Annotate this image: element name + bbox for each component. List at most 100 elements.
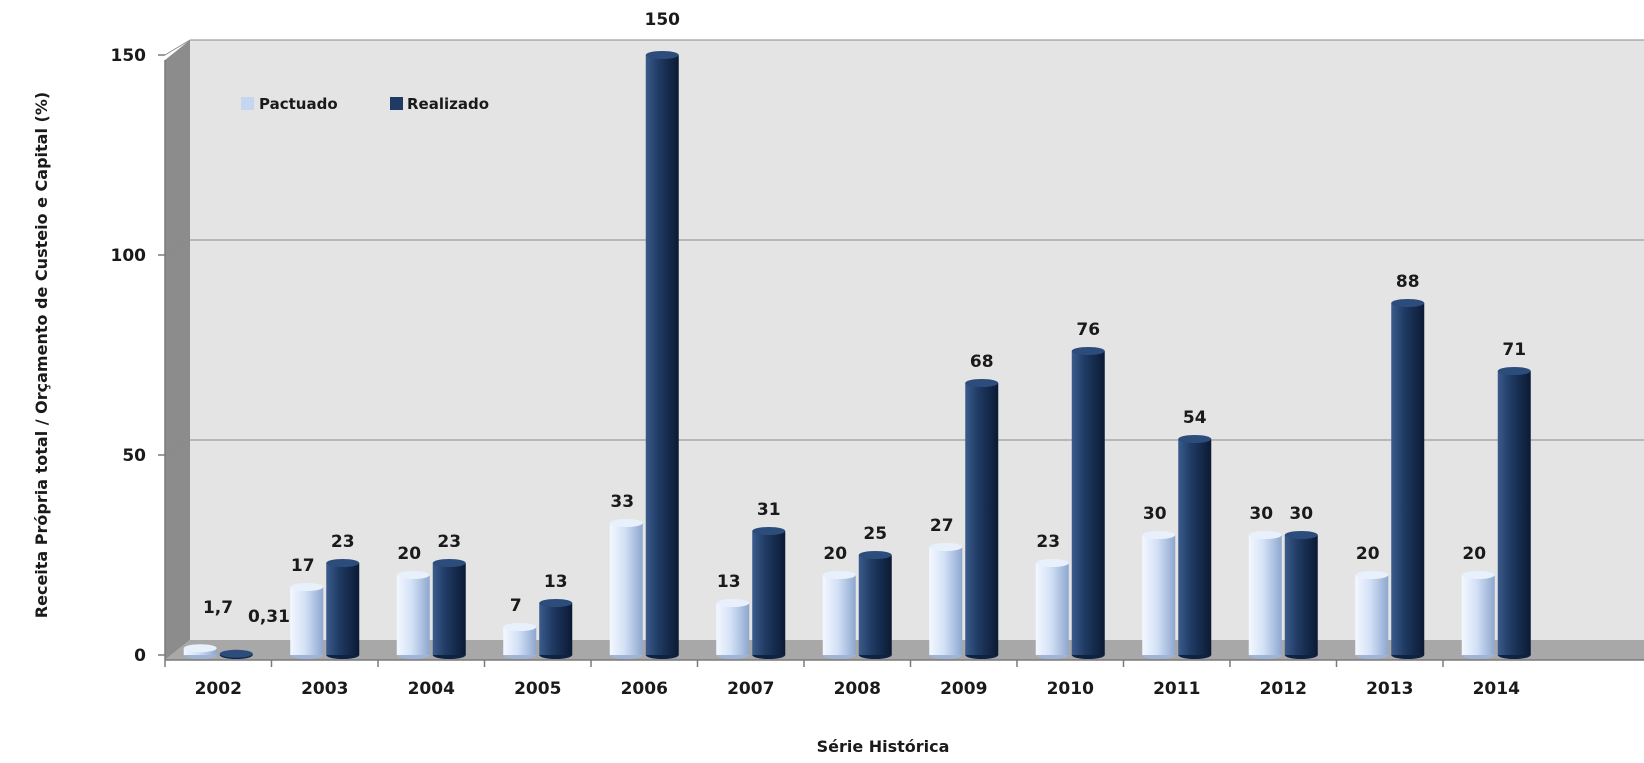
data-label-realizado-2006: 150 (645, 10, 681, 30)
bar-body (1071, 351, 1105, 655)
gridline-side (164, 239, 191, 256)
bar-top (503, 623, 537, 631)
bar-pactuado-2013 (1355, 571, 1389, 659)
bar-body (1461, 575, 1495, 655)
data-label-pactuado-2010: 23 (1036, 532, 1060, 552)
bar-body (539, 603, 573, 655)
bar-top (752, 527, 786, 535)
x-tick-label: 2006 (621, 679, 668, 699)
bar-realizado-2010 (1071, 347, 1105, 659)
bar-top (858, 551, 892, 559)
data-label-realizado-2009: 68 (970, 352, 994, 372)
bar-top (1035, 559, 1069, 567)
bar-body (1035, 563, 1069, 655)
bar-realizado-2012 (1284, 531, 1318, 659)
bar-pactuado-2004 (396, 571, 430, 659)
y-axis: 0 50 100 150 (111, 46, 166, 666)
bar-realizado-2008 (858, 551, 892, 659)
bar-top (183, 644, 217, 653)
data-label-realizado-2012: 30 (1289, 504, 1313, 524)
x-tick-label: 2012 (1260, 679, 1307, 699)
data-label-realizado-2008: 25 (863, 524, 887, 544)
data-label-pactuado-2003: 17 (291, 556, 315, 576)
bar-body (1178, 439, 1212, 655)
bar-pactuado-2003 (290, 583, 324, 659)
bar-body (929, 547, 963, 655)
plot-back-wall (190, 40, 1644, 640)
bar-top (1248, 531, 1282, 539)
x-tick-label: 2004 (408, 679, 455, 699)
data-label-realizado-2003: 23 (331, 532, 355, 552)
bar-body (822, 575, 856, 655)
y-tick-label: 150 (111, 46, 147, 66)
y-tick-label: 100 (111, 246, 147, 266)
bar-body (1142, 535, 1176, 655)
gridline-side (164, 39, 191, 56)
data-label-realizado-2005: 13 (544, 572, 568, 592)
bar-pactuado-2002 (183, 644, 217, 659)
x-tick-label: 2002 (195, 679, 242, 699)
y-tick-label: 50 (122, 446, 146, 466)
bar-pactuado-2010 (1035, 559, 1069, 659)
bar-body (716, 603, 750, 655)
bar-realizado-2014 (1497, 367, 1531, 659)
data-label-pactuado-2012: 30 (1249, 504, 1273, 524)
data-label-pactuado-2004: 20 (397, 544, 421, 564)
bar-top (1391, 299, 1425, 307)
x-tick-label: 2010 (1047, 679, 1094, 699)
data-label-pactuado-2014: 20 (1462, 544, 1486, 564)
bar-top (539, 599, 573, 607)
bar-body (396, 575, 430, 655)
bar-top (1284, 531, 1318, 539)
bar-pactuado-2006 (609, 519, 643, 659)
bar-body (1284, 535, 1318, 655)
bar-pactuado-2009 (929, 543, 963, 659)
data-label-pactuado-2013: 20 (1356, 544, 1380, 564)
bar-top (1178, 435, 1212, 443)
legend-label-realizado: Realizado (407, 95, 489, 113)
bar-body (1248, 535, 1282, 655)
bar-body (1497, 371, 1531, 655)
x-tick-label: 2011 (1153, 679, 1200, 699)
bar-body (326, 563, 360, 655)
x-tick-label: 2014 (1473, 679, 1520, 699)
bar-pactuado-2014 (1461, 571, 1495, 659)
bar-body (432, 563, 466, 655)
legend-swatch-realizado (390, 97, 403, 110)
bar-pactuado-2005 (503, 623, 537, 659)
data-label-pactuado-2008: 20 (823, 544, 847, 564)
bar-body (1355, 575, 1389, 655)
bar-top (716, 599, 750, 607)
data-labels: 1,7 17 20 7 33 13 20 27 23 30 30 20 20 0,31 23 23 13 150 3… (203, 10, 1526, 627)
legend: Pactuado Realizado (241, 95, 489, 113)
bar-top (929, 543, 963, 551)
data-label-realizado-2004: 23 (437, 532, 461, 552)
legend-label-pactuado: Pactuado (259, 95, 338, 113)
gridline-side (164, 439, 191, 456)
bar-realizado-2002 (219, 649, 253, 659)
bar-body (290, 587, 324, 655)
bar-top (1071, 347, 1105, 355)
x-tick-label: 2003 (301, 679, 348, 699)
data-label-pactuado-2011: 30 (1143, 504, 1167, 524)
bar-realizado-2009 (965, 379, 999, 659)
x-axis: 2002 2003 2004 2005 2006 2007 2008 2009 2010 2011… (164, 659, 1644, 699)
bar-pactuado-2012 (1248, 531, 1282, 659)
bar-body (965, 383, 999, 655)
data-label-realizado-2002: 0,31 (248, 607, 290, 627)
y-axis-title: Receita Própria total / Orçamento de Cus… (32, 92, 51, 618)
bar-pactuado-2007 (716, 599, 750, 659)
data-label-realizado-2013: 88 (1396, 272, 1420, 292)
bar-top (645, 51, 679, 59)
bar-body (609, 523, 643, 655)
bar-top (1355, 571, 1389, 579)
bar-top (396, 571, 430, 579)
bar-body (858, 555, 892, 655)
bar-top (290, 583, 324, 591)
bar-top (822, 571, 856, 579)
y-tick-label: 0 (134, 646, 146, 666)
bar-body (752, 531, 786, 655)
data-label-realizado-2014: 71 (1502, 340, 1526, 360)
bar-top (432, 559, 466, 567)
